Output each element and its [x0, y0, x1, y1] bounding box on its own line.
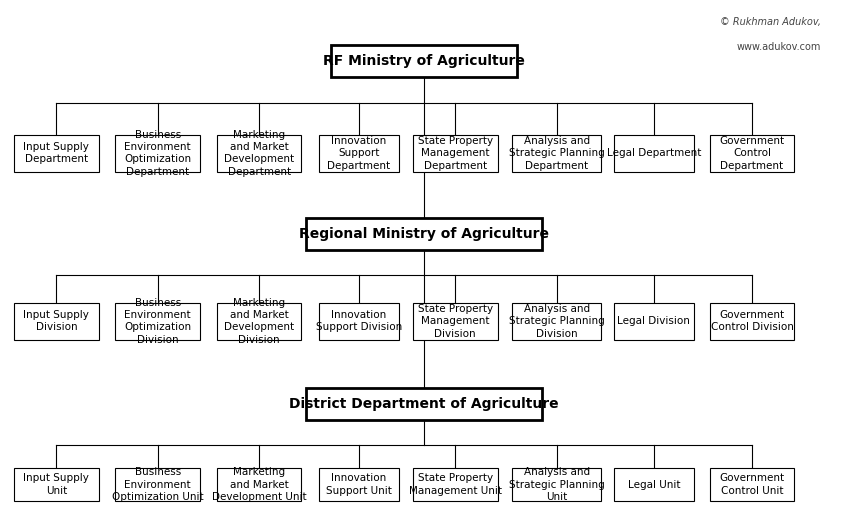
Text: Input Supply
Division: Input Supply Division: [24, 310, 89, 332]
FancyBboxPatch shape: [614, 135, 694, 172]
Text: RF Ministry of Agriculture: RF Ministry of Agriculture: [323, 54, 525, 68]
FancyBboxPatch shape: [614, 303, 694, 340]
FancyBboxPatch shape: [512, 135, 601, 172]
FancyBboxPatch shape: [614, 468, 694, 501]
FancyBboxPatch shape: [331, 45, 517, 77]
FancyBboxPatch shape: [512, 468, 601, 501]
FancyBboxPatch shape: [305, 218, 543, 250]
FancyBboxPatch shape: [319, 468, 399, 501]
Text: Business
Environment
Optimization
Department: Business Environment Optimization Depart…: [124, 130, 192, 177]
Text: Analysis and
Strategic Planning
Department: Analysis and Strategic Planning Departme…: [509, 136, 605, 171]
Text: District Department of Agriculture: District Department of Agriculture: [289, 397, 559, 411]
FancyBboxPatch shape: [710, 303, 795, 340]
FancyBboxPatch shape: [115, 468, 200, 501]
FancyBboxPatch shape: [319, 135, 399, 172]
Text: Input Supply
Department: Input Supply Department: [24, 142, 89, 164]
Text: State Property
Management
Division: State Property Management Division: [418, 304, 493, 338]
Text: Marketing
and Market
Development
Division: Marketing and Market Development Divisio…: [224, 298, 294, 345]
Text: State Property
Management Unit: State Property Management Unit: [409, 473, 502, 496]
FancyBboxPatch shape: [710, 468, 795, 501]
FancyBboxPatch shape: [115, 303, 200, 340]
Text: State Property
Management
Department: State Property Management Department: [418, 136, 493, 171]
FancyBboxPatch shape: [115, 135, 200, 172]
Text: Government
Control Unit: Government Control Unit: [719, 473, 784, 496]
FancyBboxPatch shape: [14, 135, 98, 172]
Text: Marketing
and Market
Development
Department: Marketing and Market Development Departm…: [224, 130, 294, 177]
FancyBboxPatch shape: [413, 468, 498, 501]
Text: Legal Department: Legal Department: [606, 148, 701, 158]
FancyBboxPatch shape: [319, 303, 399, 340]
Text: Regional Ministry of Agriculture: Regional Ministry of Agriculture: [299, 227, 549, 241]
Text: Innovation
Support Unit: Innovation Support Unit: [326, 473, 392, 496]
FancyBboxPatch shape: [710, 135, 795, 172]
Text: Legal Unit: Legal Unit: [628, 479, 680, 490]
FancyBboxPatch shape: [413, 303, 498, 340]
Text: Input Supply
Unit: Input Supply Unit: [24, 473, 89, 496]
Text: Innovation
Support
Department: Innovation Support Department: [327, 136, 390, 171]
Text: Government
Control Division: Government Control Division: [711, 310, 794, 332]
FancyBboxPatch shape: [14, 303, 98, 340]
FancyBboxPatch shape: [217, 468, 301, 501]
FancyBboxPatch shape: [14, 468, 98, 501]
FancyBboxPatch shape: [217, 135, 301, 172]
FancyBboxPatch shape: [305, 388, 543, 420]
Text: Business
Environment
Optimization Unit: Business Environment Optimization Unit: [112, 467, 204, 502]
FancyBboxPatch shape: [413, 135, 498, 172]
FancyBboxPatch shape: [217, 303, 301, 340]
Text: Analysis and
Strategic Planning
Unit: Analysis and Strategic Planning Unit: [509, 467, 605, 502]
Text: Government
Control
Department: Government Control Department: [719, 136, 784, 171]
Text: © Rukhman Adukov,: © Rukhman Adukov,: [720, 17, 821, 26]
Text: Marketing
and Market
Development Unit: Marketing and Market Development Unit: [212, 467, 306, 502]
Text: www.adukov.com: www.adukov.com: [737, 42, 821, 52]
Text: Analysis and
Strategic Planning
Division: Analysis and Strategic Planning Division: [509, 304, 605, 338]
Text: Innovation
Support Division: Innovation Support Division: [315, 310, 402, 332]
FancyBboxPatch shape: [512, 303, 601, 340]
Text: Business
Environment
Optimization
Division: Business Environment Optimization Divisi…: [124, 298, 192, 345]
Text: Legal Division: Legal Division: [617, 316, 690, 326]
